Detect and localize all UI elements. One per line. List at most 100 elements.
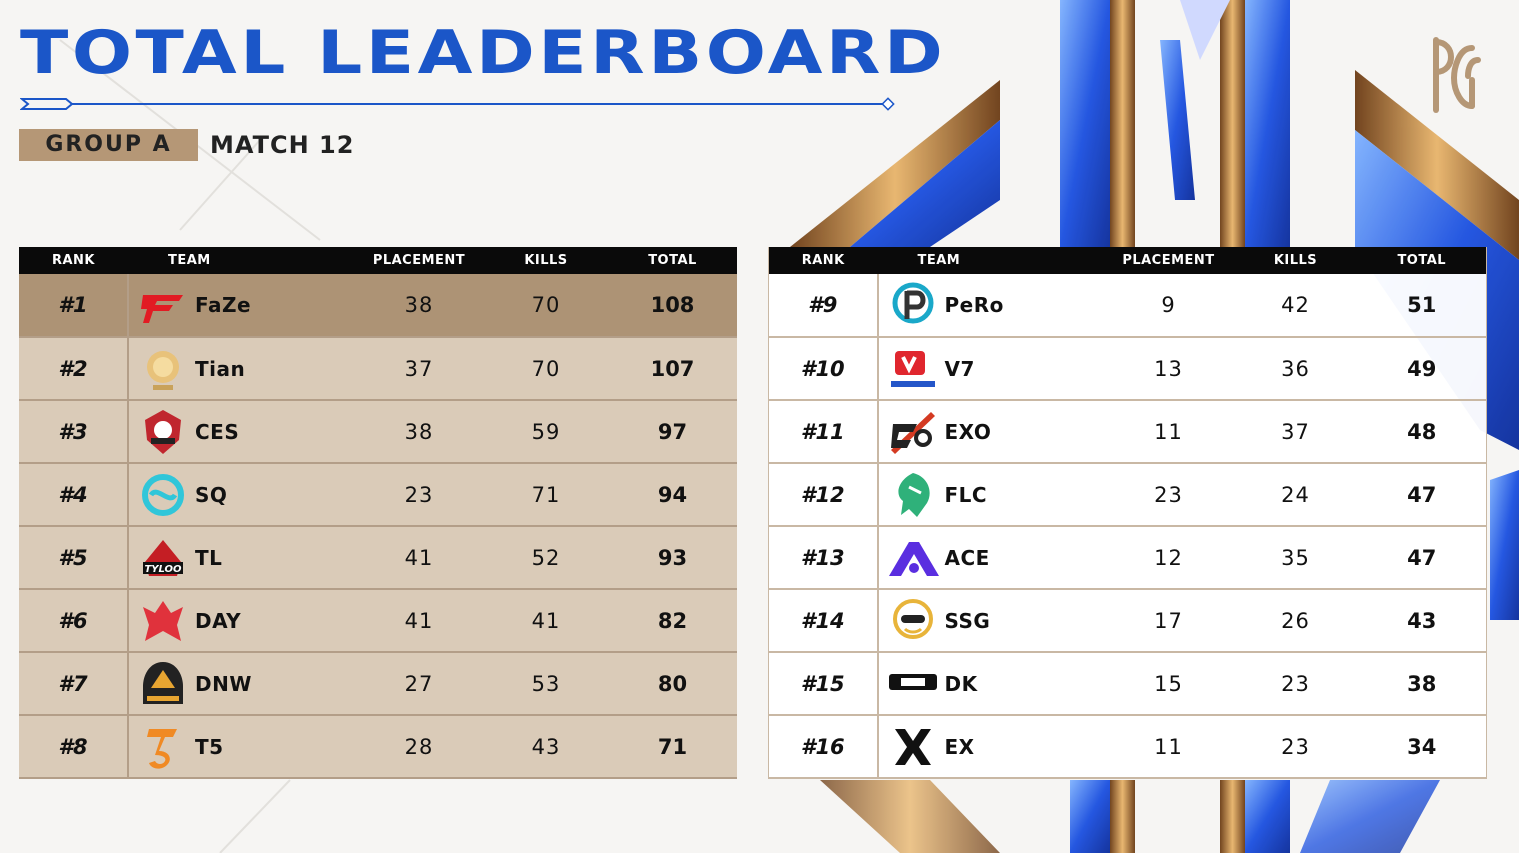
table-row: #1 FaZe 38 70 108: [19, 274, 737, 338]
col-header-team: TEAM: [917, 253, 961, 268]
rank-cell: #9: [768, 274, 879, 338]
tian-logo-icon: [147, 350, 179, 390]
team-cell: TYLOO TL: [128, 526, 354, 590]
placement-cell: 15: [1103, 652, 1234, 716]
ssg-logo-icon: [892, 598, 933, 639]
team-name: Tian: [195, 356, 246, 381]
rank-cell: #4: [19, 463, 129, 527]
total-cell: 38: [1357, 652, 1487, 716]
rank-cell: #14: [768, 589, 879, 653]
kills-cell: 23: [1233, 715, 1358, 779]
kills-cell: 53: [484, 652, 608, 716]
team-cell: FLC: [877, 463, 1104, 527]
table-row: #6 DAY 41 41 82: [19, 589, 737, 653]
team-cell: DAY: [128, 589, 354, 653]
kills-cell: 70: [484, 274, 608, 338]
pgc-logo-icon: [1433, 37, 1481, 113]
rank-cell: #12: [768, 463, 879, 527]
table-row: #11 EXO 11 37 48: [768, 400, 1487, 464]
kills-cell: 37: [1233, 400, 1358, 464]
total-cell: 80: [608, 652, 737, 716]
kills-cell: 41: [484, 589, 608, 653]
rank-cell: #6: [19, 589, 129, 653]
kills-cell: 52: [484, 526, 608, 590]
svg-text:TYLOO: TYLOO: [144, 564, 182, 575]
table-row: #3 CES 38 59 97: [19, 400, 737, 464]
col-header-placement: PLACEMENT: [1122, 253, 1215, 268]
sq-logo-icon: [142, 473, 184, 516]
table-row: #5 TYLOO TL 41 52 93: [19, 526, 737, 590]
leaderboard-table-right: RANK TEAM PLACEMENT KILLS TOTAL #9 PeRo 9 4…: [768, 247, 1487, 779]
rank-cell: #13: [768, 526, 879, 590]
total-cell: 94: [608, 463, 737, 527]
placement-cell: 37: [354, 337, 484, 401]
total-cell: 51: [1357, 274, 1487, 338]
group-badge: GROUP A: [19, 129, 198, 161]
placement-cell: 41: [354, 589, 484, 653]
team-name: EX: [944, 734, 975, 759]
total-cell: 43: [1357, 589, 1487, 653]
team-cell: DK: [877, 652, 1104, 716]
total-cell: 47: [1357, 526, 1487, 590]
col-header-kills: KILLS: [524, 253, 568, 268]
team-cell: T5: [128, 715, 354, 779]
col-header-total: TOTAL: [1397, 253, 1447, 268]
total-cell: 82: [608, 589, 737, 653]
pero-logo-icon: [892, 282, 933, 324]
ace-logo-icon: [888, 541, 939, 576]
team-name: V7: [944, 356, 975, 381]
placement-cell: 41: [354, 526, 484, 590]
team-name: SQ: [195, 482, 228, 507]
day-logo-icon: [143, 600, 183, 641]
team-name: DK: [944, 671, 978, 696]
leaderboard-table-left: RANK TEAM PLACEMENT KILLS TOTAL #1 FaZe 38…: [19, 247, 737, 779]
team-cell: SQ: [128, 463, 354, 527]
kills-cell: 36: [1233, 337, 1358, 401]
team-cell: ACE: [877, 526, 1104, 590]
table-row: #4 SQ 23 71 94: [19, 463, 737, 527]
team-name: DAY: [195, 608, 242, 633]
placement-cell: 27: [354, 652, 484, 716]
team-name: PeRo: [944, 293, 1004, 317]
team-name: CES: [195, 419, 240, 444]
placement-cell: 13: [1103, 337, 1234, 401]
kills-cell: 70: [484, 337, 608, 401]
team-cell: PeRo: [877, 274, 1104, 338]
placement-cell: 9: [1103, 274, 1234, 338]
kills-cell: 23: [1233, 652, 1358, 716]
team-cell: DNW: [128, 652, 354, 716]
rank-cell: #15: [768, 652, 879, 716]
placement-cell: 28: [354, 715, 484, 779]
team-cell: CES: [128, 400, 354, 464]
team-name: TL: [195, 545, 223, 570]
table-row: #7 DNW 27 53 80: [19, 652, 737, 716]
rank-cell: #1: [19, 274, 129, 338]
total-cell: 49: [1357, 337, 1487, 401]
flc-logo-icon: [897, 472, 930, 517]
col-header-kills: KILLS: [1273, 253, 1318, 268]
rank-cell: #8: [19, 715, 129, 779]
team-name: SSG: [944, 608, 991, 633]
team-name: FaZe: [195, 293, 252, 317]
team-cell: FaZe: [128, 274, 354, 338]
table-row: #14 SSG 17 26 43: [768, 589, 1487, 653]
table-header-row: RANK TEAM PLACEMENT KILLS TOTAL: [19, 247, 737, 274]
rank-cell: #3: [19, 400, 129, 464]
team-name: DNW: [195, 671, 252, 696]
placement-cell: 38: [354, 274, 484, 338]
placement-cell: 11: [1103, 400, 1234, 464]
dnw-logo-icon: [143, 661, 183, 704]
col-header-total: TOTAL: [648, 253, 697, 268]
team-name: FLC: [944, 482, 988, 507]
table-row: #13 ACE 12 35 47: [768, 526, 1487, 590]
ex-logo-icon: [894, 728, 931, 765]
total-cell: 93: [608, 526, 737, 590]
table-row: #2 Tian 37 70 107: [19, 337, 737, 401]
title-underline-arrow: [20, 97, 895, 111]
table-row: #10 V7 13 36 49: [768, 337, 1487, 401]
table-row: #15 DK 15 23 38: [768, 652, 1487, 716]
table-row: #9 PeRo 9 42 51: [768, 274, 1487, 338]
kills-cell: 24: [1233, 463, 1358, 527]
v7-logo-icon: [890, 350, 935, 387]
placement-cell: 23: [354, 463, 484, 527]
